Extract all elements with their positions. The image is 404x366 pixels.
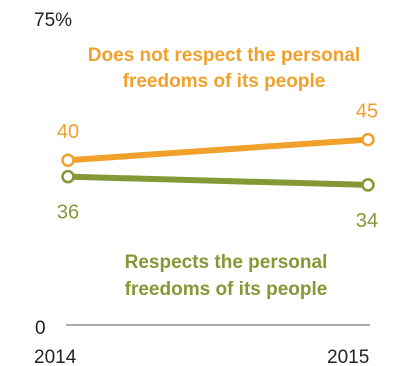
point-respects-2014 xyxy=(61,169,75,184)
x-tick-label-2015: 2015 xyxy=(327,347,369,366)
value-label-respects-2015: 34 xyxy=(356,210,378,232)
y-tick-label-top: 75% xyxy=(34,10,72,31)
series-label-does-not-respect-line1: Does not respect the personal xyxy=(88,45,360,66)
series-line-respects xyxy=(65,173,371,188)
series-label-respects-line2: freedoms of its people xyxy=(125,279,328,300)
value-label-does-not-respect-2014: 40 xyxy=(57,121,79,143)
series-line-does-not-respect xyxy=(65,136,371,164)
point-does-not-respect-2015 xyxy=(361,132,375,147)
series-label-respects-line1: Respects the personal xyxy=(125,252,328,273)
y-tick-label-bottom: 0 xyxy=(35,318,46,339)
value-label-respects-2014: 36 xyxy=(57,202,79,224)
series-label-does-not-respect-line2: freedoms of its people xyxy=(123,71,326,92)
x-tick-label-2014: 2014 xyxy=(34,347,77,366)
value-label-does-not-respect-2015: 45 xyxy=(356,101,378,123)
point-respects-2015 xyxy=(361,178,375,192)
point-does-not-respect-2014 xyxy=(61,153,75,167)
